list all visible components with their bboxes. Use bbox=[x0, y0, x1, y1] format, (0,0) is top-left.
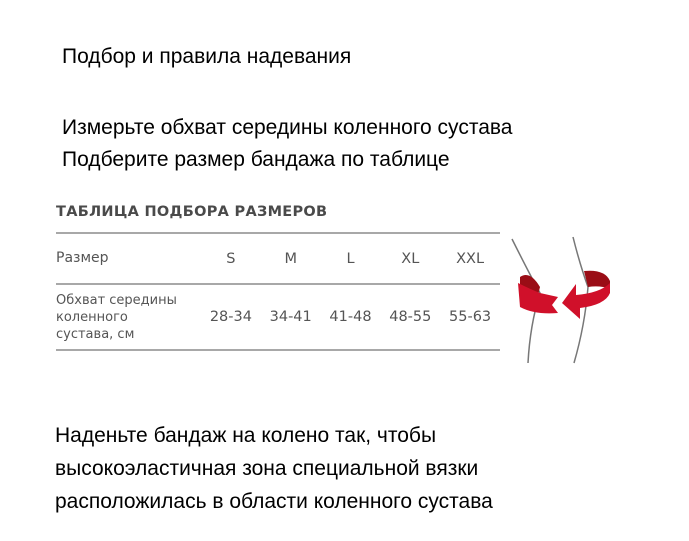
table-row: Обхват середины коленного сустава, см 28… bbox=[56, 285, 500, 349]
table-cell: 34-41 bbox=[269, 309, 312, 325]
row-label-line: коленного bbox=[56, 309, 128, 325]
table-cell: 41-48 bbox=[329, 309, 372, 325]
header-cell: XXL bbox=[456, 250, 485, 267]
instruction-line: расположилась в области коленного сустав… bbox=[55, 490, 493, 513]
instruction-line: Наденьте бандаж на колено так, чтобы bbox=[55, 424, 437, 447]
instruction-line: Подберите размер бандажа по таблице bbox=[62, 148, 450, 171]
divider bbox=[56, 232, 500, 234]
table-cell: 55-63 bbox=[449, 309, 492, 325]
divider bbox=[56, 349, 500, 351]
size-table: ТАБЛИЦА ПОДБОРА РАЗМЕРОВ Размер S M L XL… bbox=[56, 204, 500, 351]
heading: Подбор и правила надевания bbox=[62, 45, 352, 68]
row-label-line: сустава, см bbox=[56, 326, 135, 342]
instruction-line: высокоэластичная зона специальной вязки bbox=[55, 457, 479, 480]
table-title: ТАБЛИЦА ПОДБОРА РАЗМЕРОВ bbox=[56, 204, 328, 220]
header-cell: S bbox=[226, 250, 236, 267]
table-header-row: Размер S M L XL XXL bbox=[56, 234, 500, 283]
header-cell: XL bbox=[401, 250, 420, 267]
row-label-line: Обхват середины bbox=[56, 292, 177, 308]
table-cell: 48-55 bbox=[389, 309, 432, 325]
row-label: Обхват середины коленного сустава, см bbox=[56, 292, 201, 343]
header-cell: M bbox=[284, 250, 297, 267]
header-cell: Размер bbox=[56, 250, 109, 266]
header-cell: L bbox=[346, 250, 355, 267]
knee-measure-illustration bbox=[511, 236, 610, 364]
instruction-line: Измерьте обхват середины коленного суста… bbox=[62, 116, 513, 139]
divider bbox=[56, 283, 500, 285]
table-cell: 28-34 bbox=[209, 309, 252, 325]
